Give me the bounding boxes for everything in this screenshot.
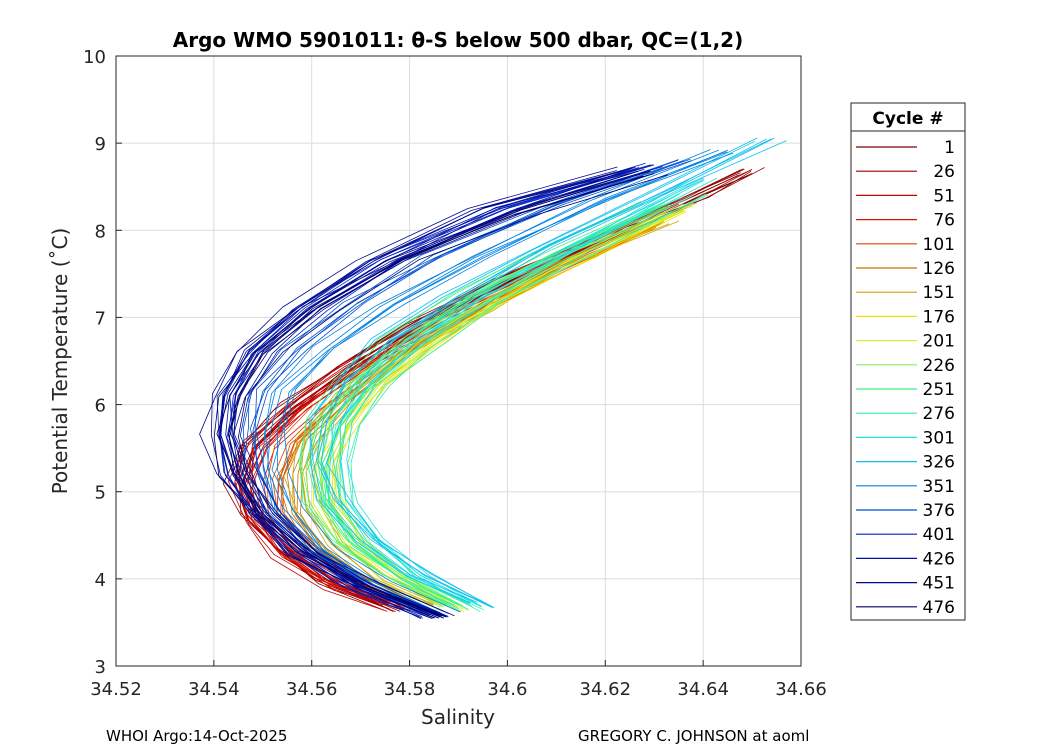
y-tick-label: 5: [95, 483, 106, 504]
series-line-451: [199, 166, 618, 619]
series-line-451: [210, 170, 617, 619]
legend-label: 101: [923, 235, 955, 255]
axis-ticks: 34.52 34.54 34.56 34.58 34.6 34.62 34.64 34.66 3…: [83, 47, 827, 700]
series-line-251: [309, 203, 660, 607]
legend-label: 1: [944, 138, 955, 158]
series-line-301: [331, 179, 698, 607]
legend-label: 476: [923, 598, 955, 618]
x-tick-label: 34.56: [286, 679, 338, 700]
series-line-351: [283, 152, 734, 613]
x-tick-label: 34.66: [775, 679, 827, 700]
legend-label: 176: [923, 307, 955, 327]
x-tick-label: 34.62: [580, 679, 632, 700]
legend-label: 301: [923, 428, 955, 448]
plot-frame: [115, 55, 802, 667]
series-line-326: [326, 140, 787, 608]
series-line-451: [219, 169, 636, 618]
legend-label: 251: [923, 380, 955, 400]
series-line-401: [216, 162, 646, 619]
x-tick-label: 34.54: [188, 679, 240, 700]
legend-label: 201: [923, 332, 955, 352]
y-tick-label: 4: [95, 570, 106, 591]
series-line-301: [346, 177, 718, 608]
legend-label: 351: [923, 477, 955, 497]
series-line-26: [254, 167, 765, 607]
footer-right: GREGORY C. JOHNSON at aoml: [578, 727, 809, 745]
legend-label: 326: [923, 453, 955, 473]
series-line-326: [308, 140, 756, 603]
x-axis-label: Salinity: [421, 705, 495, 729]
legend-title: Cycle #: [872, 109, 943, 129]
series-line-476: [213, 170, 639, 618]
legend-label: 26: [933, 162, 955, 182]
y-tick-label: 3: [95, 657, 106, 678]
series-line-476: [216, 175, 644, 617]
series-line-351: [264, 149, 719, 615]
plot-area: [116, 56, 801, 666]
series-line-351: [277, 151, 728, 615]
series-line-326: [309, 137, 758, 604]
y-tick-label: 8: [95, 221, 106, 242]
series-line-376: [252, 160, 684, 615]
series-line-301: [339, 178, 705, 607]
series-line-326: [315, 138, 767, 608]
legend-label: 226: [923, 356, 955, 376]
series-line-251: [299, 203, 644, 606]
y-tick-label: 6: [95, 396, 106, 417]
x-tick-label: 34.6: [487, 679, 527, 700]
y-axis-label: Potential Temperature (˚C): [48, 228, 72, 495]
y-tick-label: 9: [95, 134, 106, 155]
legend-label: 276: [923, 404, 955, 424]
series-lines: [199, 137, 787, 620]
footer-left: WHOI Argo:14-Oct-2025: [106, 727, 287, 745]
series-line-176: [332, 210, 687, 608]
legend-label: 451: [923, 574, 955, 594]
legend-label: 426: [923, 549, 955, 569]
series-line-476: [237, 174, 669, 617]
series-line-326: [317, 137, 775, 608]
legend-label: 51: [933, 186, 955, 206]
chart-title: Argo WMO 5901011: θ-S below 500 dbar, QC…: [173, 28, 743, 52]
legend-label: 401: [923, 525, 955, 545]
series-line-476: [228, 173, 655, 619]
y-tick-label: 10: [83, 47, 106, 68]
series-line-376: [255, 158, 691, 612]
series-line-251: [306, 203, 655, 606]
x-tick-label: 34.64: [677, 679, 729, 700]
legend: Cycle # 12651761011261511762012262512763…: [850, 102, 966, 621]
x-tick-label: 34.52: [90, 679, 142, 700]
legend-label: 126: [923, 259, 955, 279]
series-line-251: [298, 201, 641, 606]
series-line-226: [300, 208, 657, 608]
y-tick-label: 7: [95, 308, 106, 329]
legend-label: 151: [923, 283, 955, 303]
series-line-251: [310, 205, 663, 608]
x-tick-label: 34.58: [384, 679, 436, 700]
series-line-376: [249, 160, 692, 615]
legend-items: 1265176101126151176201226251276301326351…: [856, 138, 955, 618]
legend-label: 76: [933, 211, 955, 231]
series-line-351: [267, 149, 729, 615]
legend-label: 376: [923, 501, 955, 521]
